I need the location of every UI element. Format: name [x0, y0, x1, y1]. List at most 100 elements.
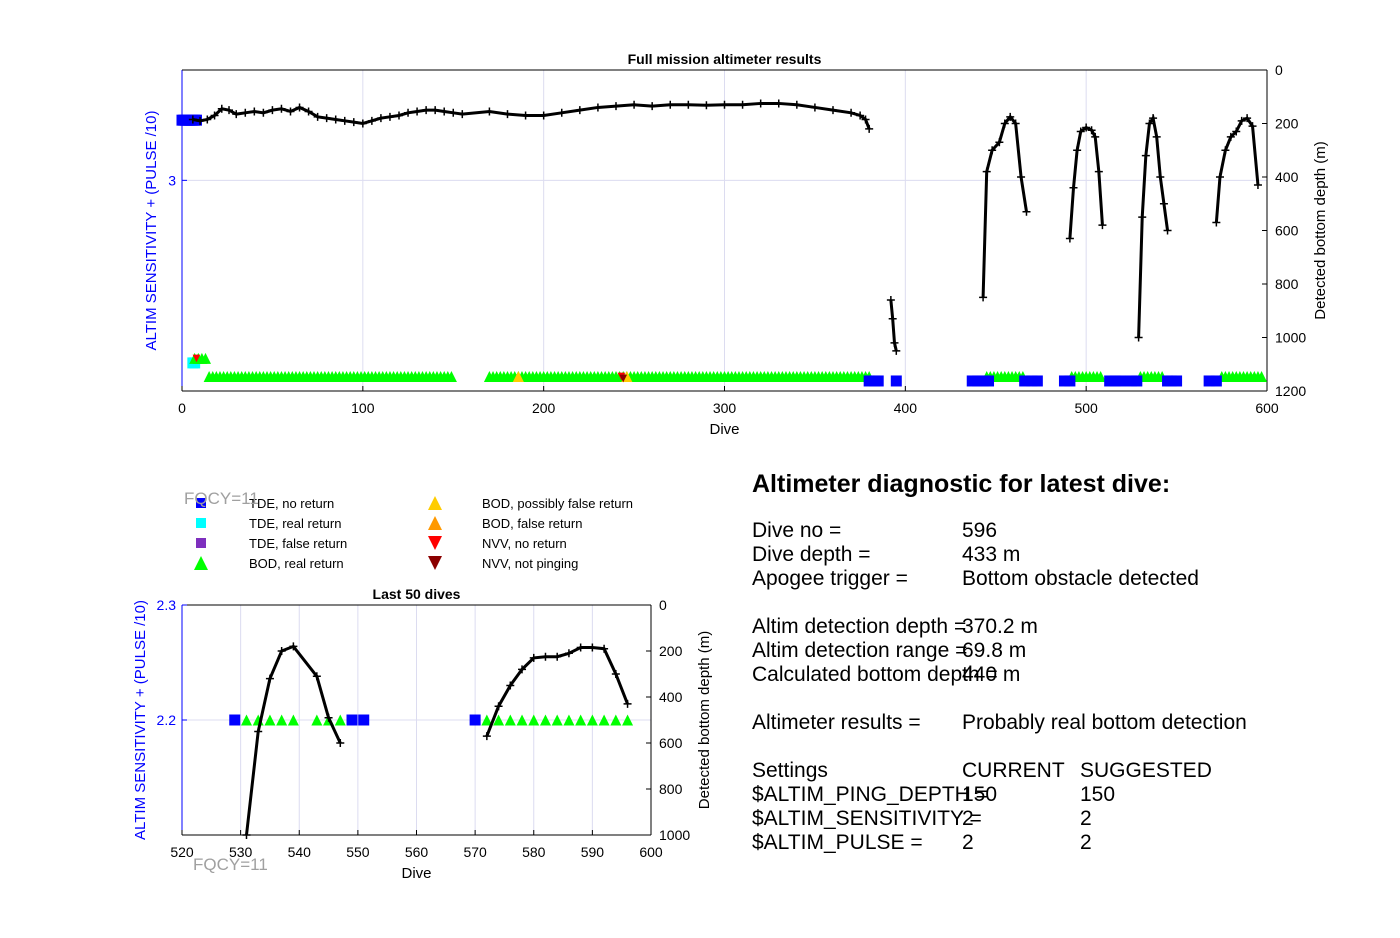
bottom-depth-point [1141, 151, 1150, 160]
bottom-depth-point [336, 739, 345, 747]
pulse-current: 2 [962, 831, 974, 854]
x-axis-label: Dive [401, 865, 431, 882]
bottom-depth-point [395, 111, 403, 120]
tde-no-return-marker [1064, 375, 1076, 387]
bottom-depth-point [557, 108, 566, 117]
x-tick-label: 590 [581, 844, 605, 860]
nvv-no-return-marker [192, 354, 201, 363]
diagnostic-title: Altimeter diagnostic for latest dive: [752, 470, 1171, 498]
y-right-tick-label: 1000 [1275, 330, 1306, 346]
bottom-depth-point [431, 106, 440, 115]
bottom-depth-point [888, 314, 897, 323]
bottom-depth-point [995, 138, 1004, 147]
bottom-depth-point [422, 106, 431, 115]
bottom-depth-point [376, 114, 385, 123]
bottom-depth-point [1069, 183, 1078, 192]
legend-marker [428, 536, 442, 550]
bod-real-return-marker [287, 714, 299, 726]
bottom-depth-point [792, 100, 801, 109]
bottom-depth-point [1011, 119, 1020, 128]
bottom-depth-point [521, 111, 530, 120]
pulse-label: $ALTIM_PULSE = [752, 831, 923, 854]
bottom-depth-point [1065, 234, 1074, 243]
bottom-depth-point [322, 114, 331, 123]
y-right-axis-label: Detected bottom depth (m) [1312, 141, 1329, 319]
bottom-depth-point [1017, 173, 1026, 181]
legend-marker [194, 556, 208, 570]
x-tick-label: 570 [463, 844, 487, 860]
bottom-depth-point [241, 108, 250, 117]
nvv-not-pinging-marker [619, 374, 628, 383]
tde-no-return-marker [1131, 375, 1143, 387]
bottom-depth-point [340, 116, 349, 125]
bottom-depth-point [217, 104, 226, 113]
bottom-depth-point [385, 112, 394, 121]
apogee-trigger-label: Apogee trigger = [752, 567, 908, 590]
y-right-tick-label: 400 [1275, 169, 1299, 185]
bottom-depth-point [1212, 218, 1221, 227]
legend-label: BOD, false return [482, 516, 582, 531]
bottom-depth-point [720, 100, 729, 109]
bottom-depth-point [449, 108, 458, 117]
bottom-depth-point [1087, 126, 1096, 135]
legend-label: NVV, no return [482, 536, 567, 551]
y-right-tick-label: 200 [1275, 116, 1299, 132]
bod-real-return-marker [516, 714, 528, 726]
bottom-depth-point [988, 146, 997, 155]
bottom-depth-line [192, 101, 871, 130]
bottom-depth-point [313, 112, 322, 121]
bottom-depth-point [1215, 173, 1224, 181]
y-right-tick-label: 400 [659, 689, 683, 705]
bottom-depth-point [1156, 173, 1165, 181]
dive-depth-label: Dive depth = [752, 543, 871, 566]
x-tick-label: 530 [229, 844, 253, 860]
y-right-tick-label: 0 [659, 597, 667, 613]
sensitivity-current: 2 [962, 807, 974, 830]
fqcy-label-top: FQCY=11 [184, 489, 259, 508]
calculated-bottom-depth-label: Calculated bottom depth = [752, 663, 998, 686]
x-tick-label: 540 [288, 844, 312, 860]
last-50-dives-chart: 520 530 540 550 560 570 580 590 600 2.2 2.3 0 200 400… [132, 586, 713, 882]
settings-label: Settings [752, 759, 828, 782]
bottom-depth-point [702, 101, 711, 110]
bottom-depth-point [250, 107, 259, 116]
bottom-depth-point [1232, 127, 1241, 136]
bod-real-return-marker [334, 714, 346, 726]
bottom-depth-point [576, 643, 585, 652]
bottom-depth-point [413, 107, 422, 116]
bod-real-return-marker [481, 714, 493, 726]
legend-label: TDE, no return [249, 496, 334, 511]
y-right-tick-label: 0 [1275, 62, 1283, 78]
y-right-tick-label: 600 [659, 735, 683, 751]
ping-depth-label: $ALTIM_PING_DEPTH = [752, 783, 988, 806]
bottom-depth-point [242, 831, 251, 839]
bottom-depth-point [286, 107, 295, 116]
legend-marker [196, 538, 206, 548]
bod-possibly-false-marker [512, 370, 524, 382]
bod-real-return-marker [445, 370, 457, 382]
bottom-depth-point [506, 681, 515, 690]
bottom-depth-point [404, 108, 413, 117]
altimeter-diagnostic-panel: Altimeter diagnostic for latest dive: Di… [752, 470, 1372, 855]
bottom-depth-point [666, 100, 675, 109]
y-right-tick-label: 1200 [1275, 383, 1306, 399]
bottom-depth-point [588, 643, 597, 652]
x-tick-label: 400 [894, 400, 918, 416]
bottom-depth-point [312, 672, 321, 681]
full-mission-chart: 0 100 200 300 400 500 600 3 0 200 400 600 800 1000 120… [143, 51, 1329, 438]
bod-real-return-marker [200, 352, 212, 364]
dive-no-label: Dive no = [752, 519, 842, 542]
bottom-depth-point [1138, 213, 1147, 222]
x-tick-label: 100 [351, 400, 375, 416]
bottom-depth-point [612, 102, 620, 111]
bod-real-return-marker [264, 714, 276, 726]
tde-no-return-marker [358, 714, 370, 726]
legend-label: BOD, real return [249, 556, 344, 571]
bod-real-return-marker [586, 714, 598, 726]
bottom-depth-point [485, 107, 494, 116]
y-right-tick-label: 800 [659, 781, 683, 797]
bottom-depth-point [259, 108, 268, 117]
ping-depth-current: 150 [962, 783, 998, 806]
bottom-depth-line [244, 644, 342, 836]
